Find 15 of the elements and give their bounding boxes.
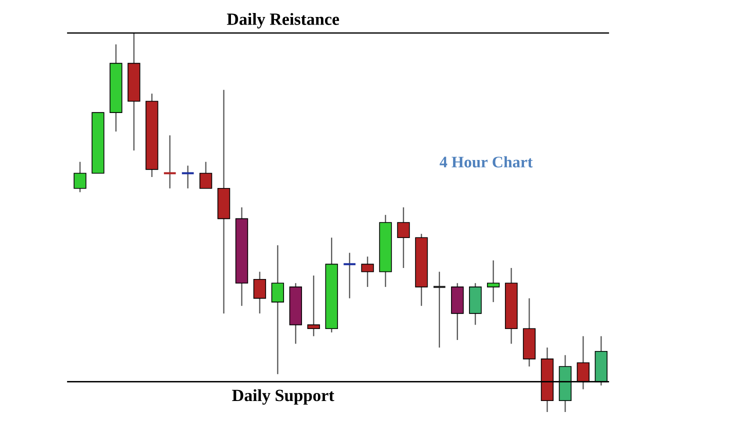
annotation: 4 Hour Chart — [440, 156, 533, 168]
candlestick — [253, 271, 266, 314]
ref-line-label: Daily Support — [232, 389, 334, 405]
candlestick — [307, 274, 320, 337]
candlestick — [432, 271, 446, 348]
candlestick — [361, 256, 374, 288]
ref-line-label: Daily Reistance — [226, 13, 340, 28]
candlestick — [74, 161, 86, 193]
candlestick — [199, 161, 212, 189]
candlestick — [162, 134, 177, 189]
candlestick — [486, 260, 500, 303]
candlestick — [180, 165, 195, 189]
candlestick — [271, 244, 284, 375]
candlestick — [342, 252, 356, 299]
candlestick — [397, 206, 410, 269]
